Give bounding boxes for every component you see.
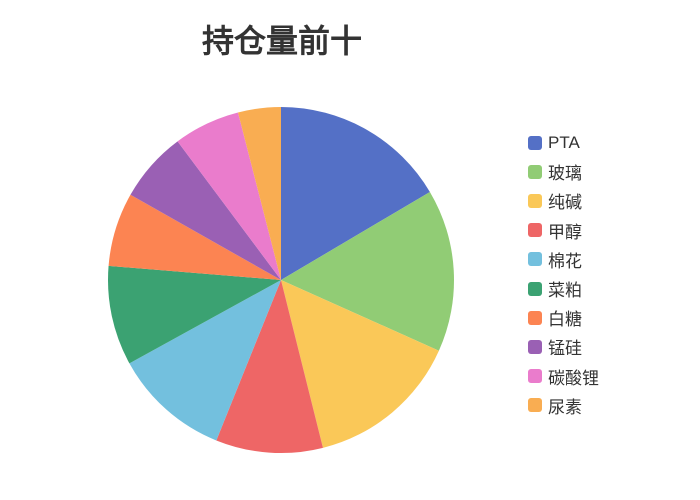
legend-item-白糖[interactable]: 白糖 (528, 303, 599, 332)
legend-label: 锰硅 (548, 339, 582, 359)
legend-label: 玻璃 (548, 164, 582, 184)
pie-slice-纯碱[interactable] (281, 280, 439, 448)
legend-swatch-icon (528, 398, 542, 413)
pie-slice-PTA[interactable] (281, 107, 430, 280)
chart-title: 持仓量前十 (201, 23, 363, 59)
legend-label: 白糖 (548, 310, 582, 330)
legend-label: 棉花 (548, 251, 582, 271)
pie-slice-棉花[interactable] (129, 280, 281, 441)
legend-swatch-icon (528, 252, 542, 267)
legend-label: 尿素 (548, 397, 582, 417)
legend-swatch-icon (528, 193, 542, 208)
legend-item-碳酸锂[interactable]: 碳酸锂 (528, 362, 599, 391)
legend-item-玻璃[interactable]: 玻璃 (528, 157, 599, 186)
legend-swatch-icon (528, 135, 542, 150)
legend-item-甲醇[interactable]: 甲醇 (528, 216, 599, 245)
legend-label: 纯碱 (548, 193, 582, 213)
legend-item-PTA[interactable]: PTA (528, 128, 599, 157)
pie-slice-锰硅[interactable] (130, 141, 281, 280)
legend-swatch-icon (528, 223, 542, 238)
pie-slice-白糖[interactable] (108, 194, 281, 280)
legend-item-棉花[interactable]: 棉花 (528, 245, 599, 274)
pie-slice-碳酸锂[interactable] (177, 112, 281, 280)
legend-item-锰硅[interactable]: 锰硅 (528, 332, 599, 361)
pie-slice-玻璃[interactable] (281, 191, 455, 351)
legend-item-菜粕[interactable]: 菜粕 (528, 274, 599, 303)
pie-slice-菜粕[interactable] (108, 265, 282, 364)
legend-swatch-icon (528, 369, 542, 384)
legend-label: 菜粕 (548, 281, 582, 301)
legend-swatch-icon (528, 310, 542, 325)
legend-swatch-icon (528, 339, 542, 354)
legend: PTA 玻璃纯碱甲醇棉花菜粕白糖锰硅碳酸锂尿素 (528, 128, 599, 420)
legend-label: 碳酸锂 (548, 368, 599, 388)
legend-item-尿素[interactable]: 尿素 (528, 391, 599, 420)
legend-label: 甲醇 (548, 222, 582, 242)
pie-slice-甲醇[interactable] (216, 280, 323, 453)
pie-slice-尿素[interactable] (237, 107, 281, 280)
legend-swatch-icon (528, 281, 542, 296)
legend-swatch-icon (528, 164, 542, 179)
legend-label: PTA (548, 132, 580, 152)
legend-item-纯碱[interactable]: 纯碱 (528, 186, 599, 215)
